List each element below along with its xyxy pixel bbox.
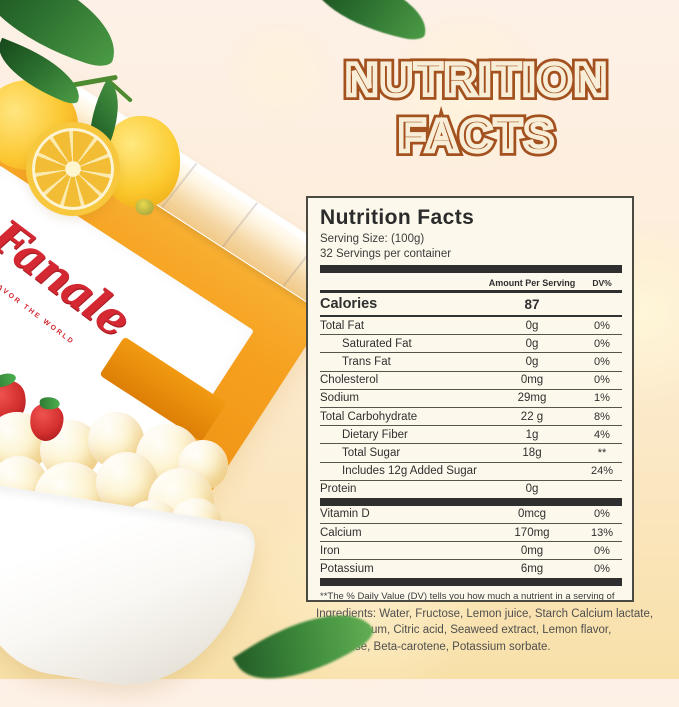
nutrition-row: Total Sugar 18g ** [320,444,622,463]
col-dv-header: DV% [592,278,612,288]
daily-value-footnote: **The % Daily Value (DV) tells you how m… [320,590,615,602]
ingredients-text: Ingredients: Water, Fructose, Lemon juic… [316,608,654,653]
headline-line2: FACTS FACTS [393,105,559,166]
bokeh-highlight [225,18,335,128]
divider-bar [320,265,622,273]
divider-bar [320,497,622,506]
calories-row: Calories 87 [320,293,622,317]
nutrition-row: Iron 0mg 0% [320,542,622,561]
nutrition-row: Total Fat 0g 0% [320,317,622,336]
nutrition-row: Trans Fat 0g 0% [320,353,622,372]
divider-bar [320,577,622,586]
servings-per-container: 32 Servings per container [320,248,452,260]
nutrition-row: Sodium 29mg 1% [320,390,622,408]
nutrition-row: Dietary Fiber 1g 4% [320,426,622,445]
leaf-decoration-icon [301,0,435,43]
nutrition-row: Protein 0g [320,483,539,496]
column-header-row: Amount Per Serving DV% [320,276,622,293]
nutrition-row: Total Carbohydrate 22 g 8% [320,408,622,427]
nutrition-row: Vitamin D 0mcg 0% [320,506,622,525]
panel-heading: Nutrition Facts [320,206,475,229]
nutrition-row: Cholesterol 0mg 0% [320,372,622,390]
nutrition-facts-panel: Nutrition Facts Serving Size: (100g) 32 … [306,196,634,602]
nutrition-row: Saturated Fat 0g 0% [320,335,622,354]
brand-logo: Fanale [0,208,140,347]
nutrition-row: Includes 12g Added Sugar 24% [320,463,622,481]
nutrition-row: Potassium 6mg 0% [320,563,610,576]
page-title: NUTRITION NUTRITION FACTS FACTS [314,49,640,166]
serving-size: Serving Size: (100g) [320,233,425,245]
col-amount-header: Amount Per Serving [488,278,576,288]
headline-line1: NUTRITION NUTRITION [341,49,612,110]
lemon-half-image [26,122,120,216]
nutrition-row: Calcium 170mg 13% [320,524,622,543]
